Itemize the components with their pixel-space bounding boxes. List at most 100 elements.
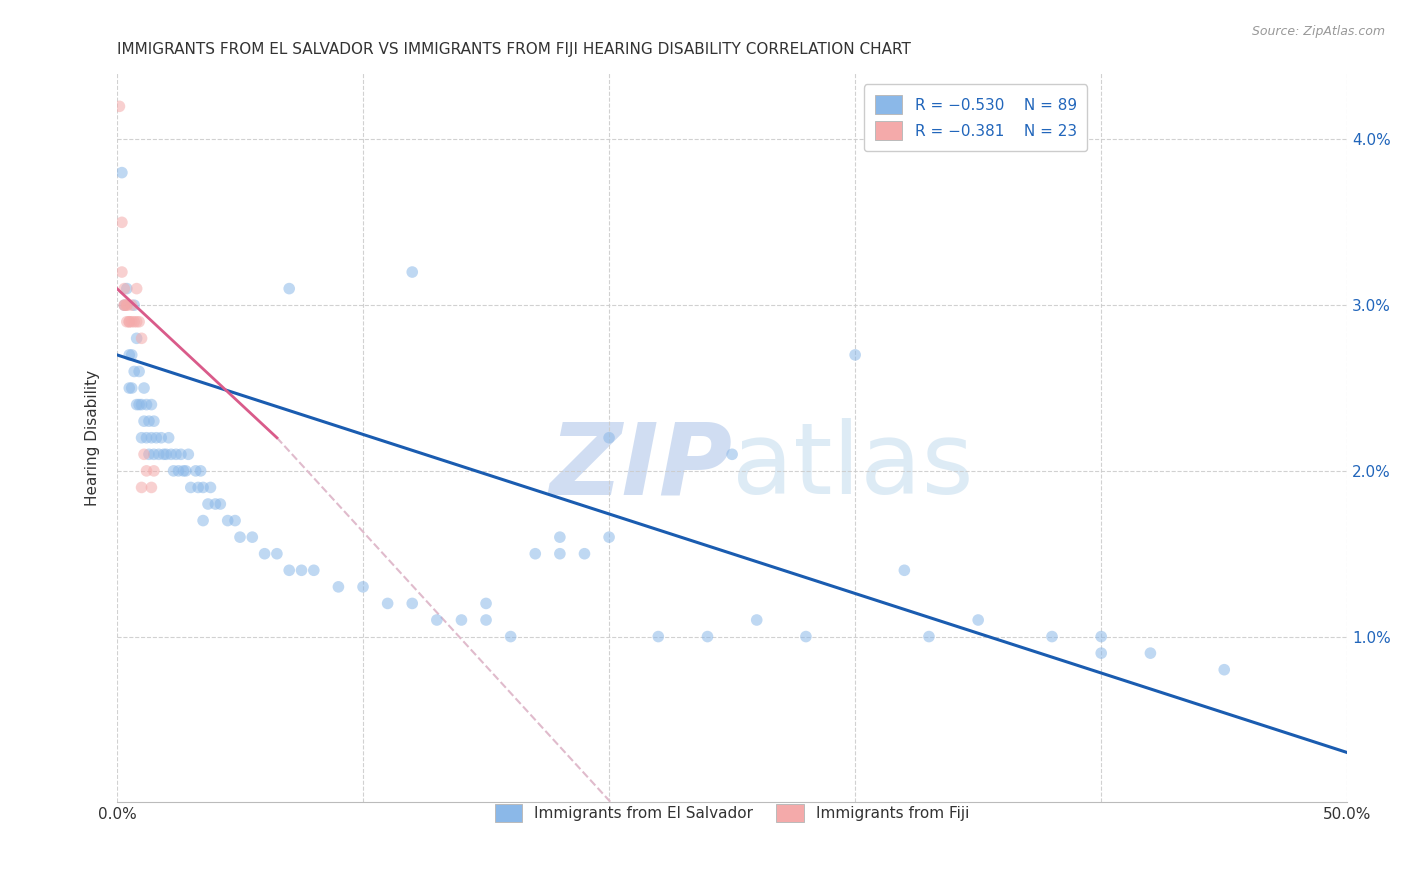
Point xyxy=(138,447,160,461)
Point xyxy=(893,563,915,577)
Point xyxy=(160,447,183,461)
Point xyxy=(112,298,135,312)
Point xyxy=(108,99,131,113)
Point xyxy=(696,630,718,644)
Point xyxy=(209,497,232,511)
Point xyxy=(450,613,472,627)
Point xyxy=(475,596,498,610)
Point xyxy=(278,282,301,296)
Point xyxy=(191,480,214,494)
Text: atlas: atlas xyxy=(733,418,974,516)
Point xyxy=(111,215,134,229)
Point xyxy=(197,497,219,511)
Point xyxy=(150,431,173,445)
Point xyxy=(121,298,143,312)
Point xyxy=(131,431,153,445)
Point xyxy=(1213,663,1236,677)
Point xyxy=(141,398,163,412)
Point xyxy=(475,613,498,627)
Point xyxy=(155,447,177,461)
Point xyxy=(141,431,163,445)
Point xyxy=(115,282,138,296)
Point xyxy=(200,480,222,494)
Point xyxy=(290,563,312,577)
Text: IMMIGRANTS FROM EL SALVADOR VS IMMIGRANTS FROM FIJI HEARING DISABILITY CORRELATI: IMMIGRANTS FROM EL SALVADOR VS IMMIGRANT… xyxy=(117,42,911,57)
Point xyxy=(328,580,350,594)
Point xyxy=(145,431,167,445)
Point xyxy=(141,480,163,494)
Point xyxy=(142,464,165,478)
Point xyxy=(125,398,148,412)
Point xyxy=(844,348,866,362)
Point xyxy=(647,630,669,644)
Point xyxy=(125,315,148,329)
Point xyxy=(1090,646,1112,660)
Point xyxy=(918,630,941,644)
Point xyxy=(135,431,157,445)
Point xyxy=(1139,646,1161,660)
Point xyxy=(499,630,522,644)
Point xyxy=(352,580,374,594)
Point xyxy=(401,596,423,610)
Point xyxy=(121,381,143,395)
Point xyxy=(253,547,276,561)
Point xyxy=(794,630,817,644)
Point xyxy=(574,547,596,561)
Point xyxy=(191,514,214,528)
Point xyxy=(377,596,399,610)
Point xyxy=(131,331,153,345)
Legend: Immigrants from El Salvador, Immigrants from Fiji: Immigrants from El Salvador, Immigrants … xyxy=(482,791,981,835)
Point xyxy=(167,464,190,478)
Point xyxy=(240,530,263,544)
Point xyxy=(142,414,165,428)
Point xyxy=(118,348,141,362)
Point xyxy=(721,447,744,461)
Point xyxy=(598,431,620,445)
Point xyxy=(118,315,141,329)
Point xyxy=(115,298,138,312)
Point xyxy=(118,381,141,395)
Point xyxy=(152,447,174,461)
Point xyxy=(1040,630,1063,644)
Point xyxy=(745,613,768,627)
Point xyxy=(132,414,155,428)
Point xyxy=(112,282,135,296)
Y-axis label: Hearing Disability: Hearing Disability xyxy=(86,369,100,506)
Point xyxy=(132,381,155,395)
Point xyxy=(278,563,301,577)
Point xyxy=(204,497,226,511)
Point xyxy=(131,480,153,494)
Point xyxy=(157,431,180,445)
Point xyxy=(177,447,200,461)
Point xyxy=(121,315,143,329)
Point xyxy=(401,265,423,279)
Point xyxy=(128,364,150,378)
Point xyxy=(111,265,134,279)
Point xyxy=(174,464,197,478)
Point xyxy=(524,547,547,561)
Text: ZIP: ZIP xyxy=(550,418,733,516)
Point xyxy=(967,613,990,627)
Point xyxy=(122,298,145,312)
Point xyxy=(122,364,145,378)
Point xyxy=(128,398,150,412)
Point xyxy=(229,530,252,544)
Point xyxy=(1090,630,1112,644)
Point xyxy=(548,547,571,561)
Point xyxy=(180,480,202,494)
Point xyxy=(135,464,157,478)
Point xyxy=(190,464,212,478)
Point xyxy=(148,447,170,461)
Point xyxy=(426,613,449,627)
Point xyxy=(121,348,143,362)
Point xyxy=(165,447,187,461)
Point xyxy=(142,447,165,461)
Point xyxy=(266,547,288,561)
Point xyxy=(224,514,246,528)
Point xyxy=(125,331,148,345)
Point xyxy=(548,530,571,544)
Point xyxy=(112,298,135,312)
Point xyxy=(184,464,207,478)
Point xyxy=(128,315,150,329)
Point xyxy=(122,315,145,329)
